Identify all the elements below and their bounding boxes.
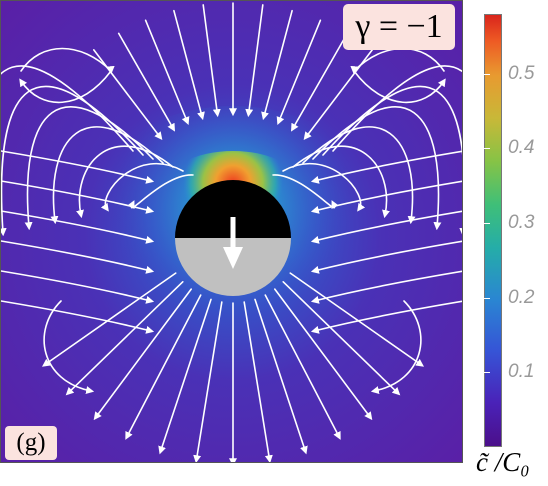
streamline — [310, 180, 462, 214]
streamline — [1, 240, 155, 274]
swim-direction-arrow-head — [223, 247, 243, 269]
streamline — [291, 32, 349, 132]
streamline — [276, 19, 322, 125]
concentration-field-plot — [0, 0, 463, 463]
streamline — [245, 4, 264, 118]
concentration-heatmap — [1, 1, 462, 462]
streamline — [1, 270, 155, 304]
streamline — [310, 210, 462, 244]
streamline — [125, 294, 202, 440]
streamline — [370, 300, 422, 394]
colorbar-tick-mark — [484, 223, 490, 225]
streamline — [264, 294, 341, 440]
streamline — [243, 301, 273, 462]
colorbar-tick-label: 0.5 — [508, 62, 535, 84]
colorbar-tick-label: 0.3 — [508, 212, 535, 234]
streamline — [202, 4, 221, 118]
streamline — [310, 240, 462, 274]
streamline — [193, 301, 223, 462]
streamline — [158, 298, 212, 455]
colorbar-tick-label: 0.4 — [508, 137, 535, 159]
streamline — [173, 9, 205, 121]
streamline — [310, 150, 462, 184]
colorbar-label: c̃ /C₀ — [476, 447, 530, 477]
streamlines — [1, 2, 462, 462]
streamline — [274, 288, 373, 421]
streamline — [19, 47, 115, 104]
streamline — [261, 9, 293, 121]
colorbar — [484, 14, 502, 447]
colorbar-tick-mark — [484, 372, 490, 374]
streamline — [1, 210, 155, 244]
streamline — [1, 65, 134, 152]
streamline — [65, 281, 184, 396]
streamline — [310, 300, 462, 334]
streamline — [350, 47, 446, 104]
streamline — [41, 272, 177, 367]
streamline — [282, 281, 401, 396]
colorbar-tick-mark — [484, 297, 490, 299]
streamline — [1, 300, 155, 334]
colorbar-tick-mark — [484, 73, 490, 75]
panel-label: (g) — [5, 426, 57, 460]
streamline — [289, 272, 425, 367]
particle-top-half — [175, 180, 291, 238]
streamline — [144, 19, 190, 125]
colorbar-tick-label: 0.2 — [508, 286, 535, 308]
streamline — [322, 85, 462, 237]
streamline — [1, 150, 155, 184]
gamma-label: γ = −1 — [343, 4, 455, 50]
colorbar-tick-label: 0.1 — [508, 361, 535, 383]
streamline — [1, 85, 144, 237]
streamline — [1, 180, 155, 214]
streamline — [272, 174, 339, 210]
streamline — [254, 298, 308, 455]
janus-particle — [175, 180, 291, 296]
streamline — [117, 32, 175, 132]
streamline — [332, 65, 462, 152]
streamline — [93, 288, 192, 421]
streamline — [43, 300, 95, 394]
streamline — [310, 270, 462, 304]
colorbar-tick-mark — [484, 148, 490, 150]
